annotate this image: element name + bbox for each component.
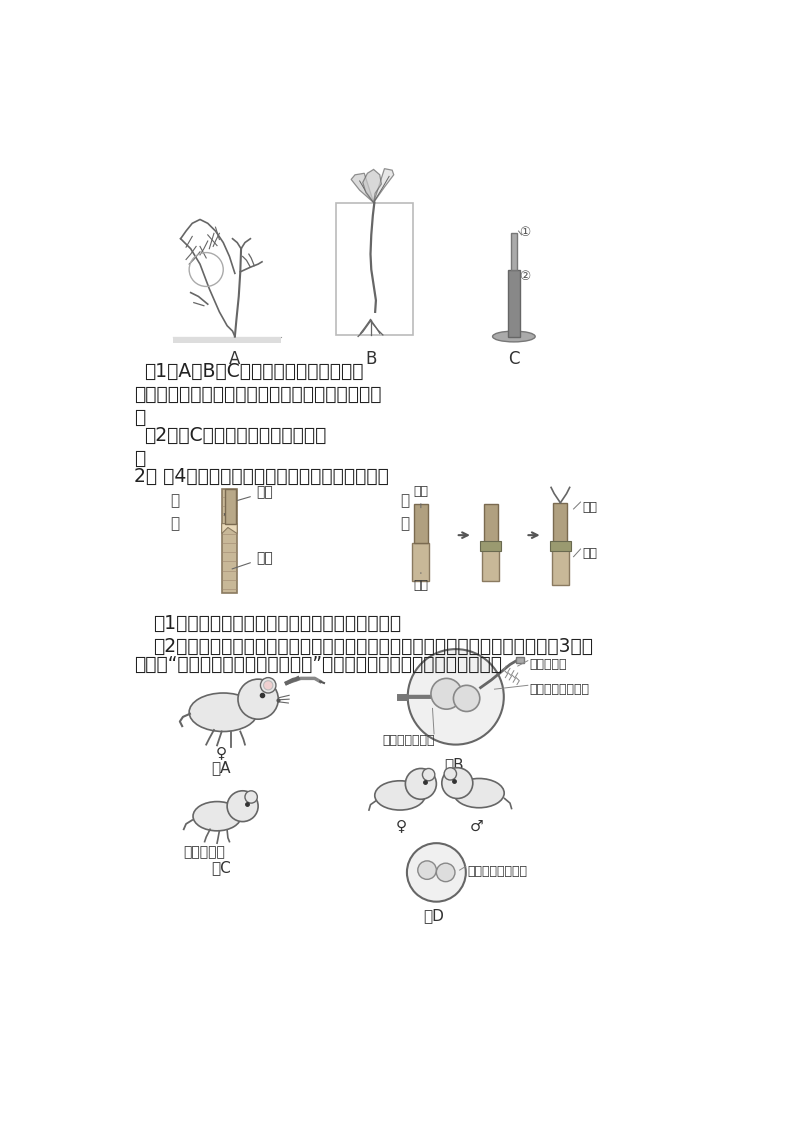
Circle shape <box>422 768 435 780</box>
Polygon shape <box>482 542 499 582</box>
Polygon shape <box>553 503 568 542</box>
Bar <box>336 202 413 335</box>
Polygon shape <box>222 489 237 593</box>
Polygon shape <box>484 504 498 542</box>
Text: （2）。两种履接方式的不同在于接穗不同，图一是用做接穗，图二是用做接穗。3下列: （2）。两种履接方式的不同在于接穗不同，图一是用做接穗，图二是用做接穗。3下列 <box>153 637 593 656</box>
Text: 它们都属于哪种生殖方式；这种生殖方式的优点是: 它们都属于哪种生殖方式；这种生殖方式的优点是 <box>134 385 382 404</box>
Text: 图: 图 <box>400 493 409 508</box>
Ellipse shape <box>375 780 425 810</box>
Polygon shape <box>511 234 517 270</box>
Text: 生出的幼鼠: 生出的幼鼠 <box>183 846 225 859</box>
Text: C: C <box>507 350 519 368</box>
Text: 大鼠生长激素基因: 大鼠生长激素基因 <box>530 683 589 696</box>
Text: 接穗: 接穗 <box>582 501 597 513</box>
Text: ♀: ♀ <box>395 819 407 833</box>
Text: 显微注射器: 显微注射器 <box>530 658 567 672</box>
Text: 2． （4分）根据图一和图二，请回答下列问题。: 2． （4分）根据图一和图二，请回答下列问题。 <box>134 467 389 486</box>
Circle shape <box>260 677 276 693</box>
Text: 各图是“显微注射获得转基因超级鼠”示意图，分析图片后回答下列各问。: 各图是“显微注射获得转基因超级鼠”示意图，分析图片后回答下列各问。 <box>134 655 502 674</box>
Circle shape <box>418 861 437 879</box>
Polygon shape <box>222 523 237 533</box>
Text: ♀: ♀ <box>215 746 226 760</box>
Circle shape <box>245 791 257 803</box>
Polygon shape <box>173 337 281 343</box>
Text: 图A: 图A <box>212 760 231 775</box>
Text: 二: 二 <box>400 515 409 531</box>
Ellipse shape <box>189 693 257 731</box>
Text: 图: 图 <box>171 493 179 508</box>
Text: 砧木: 砧木 <box>582 547 597 559</box>
Polygon shape <box>552 542 569 585</box>
Text: 图B: 图B <box>444 757 464 772</box>
Text: 图C: 图C <box>212 860 231 875</box>
Ellipse shape <box>492 331 535 341</box>
Circle shape <box>444 768 457 780</box>
Circle shape <box>431 678 462 710</box>
Text: （1）A、B、C所表示的繁殖方式分别是: （1）A、B、C所表示的繁殖方式分别是 <box>145 362 364 381</box>
Text: ①: ① <box>519 226 530 238</box>
Circle shape <box>406 768 437 800</box>
Text: ♂: ♂ <box>470 819 484 833</box>
Polygon shape <box>374 168 394 202</box>
Circle shape <box>238 679 278 719</box>
Polygon shape <box>549 540 571 550</box>
Polygon shape <box>412 542 430 582</box>
Polygon shape <box>363 170 381 202</box>
Text: 接穗: 接穗 <box>232 485 272 502</box>
Text: 接穗: 接穗 <box>414 485 429 508</box>
Text: B: B <box>366 350 377 368</box>
Text: 拆未融合的受精卵: 拆未融合的受精卵 <box>468 865 527 878</box>
Text: ②: ② <box>519 270 530 283</box>
Text: A: A <box>229 350 240 368</box>
Circle shape <box>407 843 466 902</box>
Text: 砧木: 砧木 <box>232 551 272 569</box>
Circle shape <box>407 649 504 745</box>
Text: 。: 。 <box>134 408 145 427</box>
Circle shape <box>441 768 472 798</box>
Circle shape <box>437 864 455 882</box>
Circle shape <box>453 685 480 712</box>
Ellipse shape <box>193 802 241 831</box>
Text: 一: 一 <box>171 515 179 531</box>
Ellipse shape <box>454 778 504 807</box>
Text: 固定细胞的吸管: 固定细胞的吸管 <box>382 733 434 747</box>
Circle shape <box>227 791 258 822</box>
Polygon shape <box>414 504 428 542</box>
Polygon shape <box>480 540 502 550</box>
Text: 砧木: 砧木 <box>414 573 429 592</box>
Text: （2）图C的生殖方式成活的关键是: （2）图C的生殖方式成活的关键是 <box>145 426 326 445</box>
Text: 图D: 图D <box>423 909 444 923</box>
Polygon shape <box>507 270 520 337</box>
Polygon shape <box>516 657 524 663</box>
Polygon shape <box>351 173 374 202</box>
Text: 。: 。 <box>134 449 145 468</box>
Circle shape <box>264 681 273 690</box>
Text: （1）。图一所指的方式是，图二所指的方式是。: （1）。图一所指的方式是，图二所指的方式是。 <box>153 613 402 632</box>
Polygon shape <box>225 489 236 523</box>
